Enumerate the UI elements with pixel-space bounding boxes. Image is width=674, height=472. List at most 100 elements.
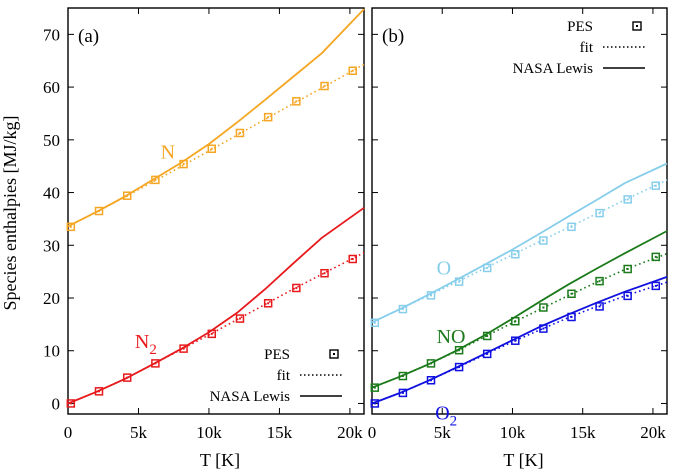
y-tick-label: 70 xyxy=(43,25,60,44)
pes-point-O2 xyxy=(623,291,632,301)
x-axis-label: T [K] xyxy=(503,450,543,470)
pes-point-dot xyxy=(514,320,517,323)
pes-point-dot xyxy=(210,332,213,335)
pes-point-O xyxy=(482,263,492,273)
pes-point-NO xyxy=(426,359,436,368)
y-tick-label: 0 xyxy=(52,394,61,413)
x-tick-label: 15k xyxy=(570,423,596,442)
pes-point-dot xyxy=(598,280,601,283)
pes-point-O2 xyxy=(398,388,408,398)
pes-point-N xyxy=(151,175,160,185)
pes-point-O xyxy=(567,222,576,232)
pes-point-dot xyxy=(514,253,517,256)
pes-point-dot xyxy=(486,266,489,269)
pes-point-O2 xyxy=(595,302,604,311)
pes-point-dot xyxy=(458,280,461,283)
pes-point-O2 xyxy=(539,324,548,333)
pes-point-N2 xyxy=(179,344,188,353)
pes-point-dot xyxy=(430,362,432,365)
fit-line-N xyxy=(67,63,365,228)
pes-point-dot xyxy=(542,239,545,242)
pes-point-NO xyxy=(567,289,576,299)
pes-point-dot xyxy=(69,402,72,405)
pes-point-dot xyxy=(458,366,461,369)
pes-point-O xyxy=(511,249,520,259)
pes-point-N2 xyxy=(207,329,217,339)
pes-point-N2 xyxy=(348,254,357,264)
x-tick-label: 15k xyxy=(267,423,293,442)
legend-label: PES xyxy=(264,347,290,363)
y-tick-label: 40 xyxy=(43,184,60,203)
pes-point-N xyxy=(66,222,76,232)
pes-point-O xyxy=(651,181,661,190)
pes-point-dot xyxy=(373,321,376,324)
pes-point-dot xyxy=(373,386,376,389)
x-tick-label: 0 xyxy=(368,423,377,442)
nasa-line-O xyxy=(371,162,668,324)
pes-point-N xyxy=(207,144,217,154)
pes-point-dot xyxy=(238,131,241,134)
pes-point-dot xyxy=(182,163,185,166)
plot-frame xyxy=(67,7,365,415)
pes-point-dot xyxy=(570,225,573,228)
pes-point-O2 xyxy=(454,362,464,372)
pes-point-dot xyxy=(626,198,629,201)
pes-point-dot xyxy=(626,294,629,297)
x-tick-label: 20k xyxy=(337,423,363,442)
pes-point-NO xyxy=(398,371,408,381)
pes-point-N2 xyxy=(94,387,104,396)
legend-label: NASA Lewis xyxy=(513,61,594,77)
series-label-N2: N2 xyxy=(135,331,157,358)
pes-point-O2 xyxy=(651,281,661,291)
pes-point-dot xyxy=(570,292,573,295)
pes-point-O xyxy=(539,236,548,245)
pes-point-dot xyxy=(295,286,298,289)
legend-marker xyxy=(329,349,339,359)
pes-point-O xyxy=(454,277,464,286)
x-tick-label: 10k xyxy=(196,423,222,442)
pes-point-dot xyxy=(154,362,157,365)
pes-point-O2 xyxy=(370,399,380,408)
pes-point-dot xyxy=(210,147,213,150)
legend-label: PES xyxy=(567,19,593,35)
pes-point-NO xyxy=(370,383,380,392)
y-tick-label: 10 xyxy=(43,342,60,361)
pes-point-dot xyxy=(351,69,354,72)
pes-point-N2 xyxy=(292,283,301,293)
panel-a: 0 5k 10k 15k 20k 0 10 20 30 40 50 60 70 T [K] (a) N N2 PE… xyxy=(43,7,365,470)
pes-point-NO xyxy=(651,252,661,262)
pes-point-dot xyxy=(654,284,657,287)
legend-label: fit xyxy=(580,40,594,56)
pes-point-NO xyxy=(623,264,632,274)
pes-point-dot xyxy=(542,327,545,330)
pes-point-N2 xyxy=(235,314,245,323)
pes-point-dot xyxy=(430,294,432,297)
pes-point-dot xyxy=(154,178,157,181)
pes-point-O xyxy=(370,318,380,328)
x-tick-label: 0 xyxy=(64,423,73,442)
pes-point-N xyxy=(320,81,329,91)
x-tick-label: 20k xyxy=(640,423,666,442)
series-label-NO: NO xyxy=(437,326,466,348)
legend: PES fit NASA Lewis xyxy=(210,347,342,405)
panel-label: (b) xyxy=(382,26,404,47)
pes-point-dot xyxy=(373,402,376,405)
pes-point-dot xyxy=(598,212,601,215)
pes-point-dot xyxy=(267,116,270,119)
pes-point-dot xyxy=(430,379,432,382)
x-axis-label: T [K] xyxy=(200,450,240,470)
pes-point-dot xyxy=(458,349,461,352)
pes-point-O2 xyxy=(426,376,436,385)
y-tick-label: 30 xyxy=(43,236,60,255)
pes-point-O xyxy=(595,208,604,218)
pes-point-O xyxy=(623,195,632,204)
pes-point-N xyxy=(348,66,357,75)
pes-point-dot xyxy=(126,376,129,379)
fit-line-O xyxy=(371,179,668,324)
legend-marker-dot xyxy=(333,353,335,355)
pes-point-dot xyxy=(69,225,72,228)
pes-point-dot xyxy=(598,305,601,308)
pes-point-NO xyxy=(595,276,604,286)
pes-point-dot xyxy=(182,347,185,350)
pes-point-dot xyxy=(295,100,298,103)
